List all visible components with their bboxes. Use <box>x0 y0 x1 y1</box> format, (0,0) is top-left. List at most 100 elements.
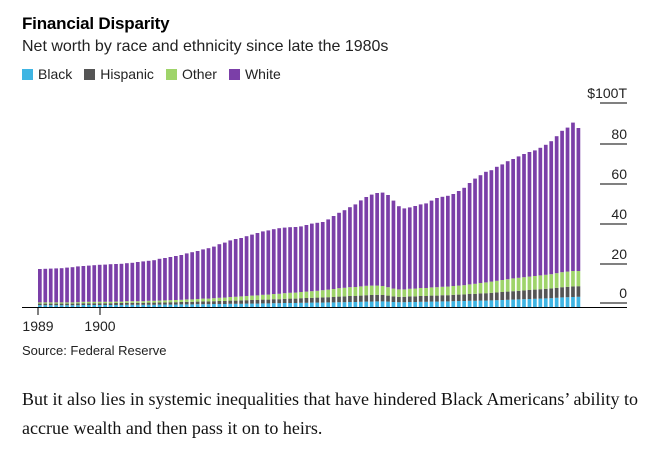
chart-title: Financial Disparity <box>22 14 170 33</box>
bar-white-69 <box>413 206 418 289</box>
bar-black-30 <box>201 304 205 307</box>
bar-other-80 <box>473 283 477 294</box>
bar-hispanic-73 <box>435 295 439 302</box>
bar-hispanic-8 <box>81 303 86 305</box>
bar-hispanic-9 <box>86 303 91 305</box>
bar-other-78 <box>462 285 467 295</box>
bar-black-15 <box>119 305 124 307</box>
bar-black-14 <box>114 305 118 307</box>
bar-white-26 <box>179 255 184 300</box>
bar-other-79 <box>467 284 472 294</box>
bar-white-85 <box>500 164 505 280</box>
bar-black-13 <box>108 305 113 307</box>
bar-other-11 <box>97 301 102 304</box>
bar-other-82 <box>484 282 488 294</box>
bar-hispanic-80 <box>473 293 477 301</box>
bar-white-37 <box>239 238 243 297</box>
bar-hispanic-16 <box>125 302 129 305</box>
bar-black-73 <box>435 301 439 307</box>
bar-white-76 <box>451 194 456 286</box>
bar-black-78 <box>462 301 467 307</box>
chart-legend: Black Hispanic Other White <box>22 66 281 82</box>
bar-white-28 <box>190 252 195 300</box>
bar-hispanic-41 <box>261 299 265 304</box>
bar-white-29 <box>195 251 200 299</box>
legend-label-other: Other <box>181 66 217 82</box>
bar-hispanic-13 <box>108 303 113 305</box>
bar-hispanic-71 <box>424 296 428 302</box>
bar-other-22 <box>157 300 162 303</box>
bar-black-6 <box>70 305 75 307</box>
bar-other-97 <box>565 271 570 287</box>
bar-white-33 <box>217 244 222 298</box>
bar-hispanic-82 <box>484 293 488 301</box>
bar-other-49 <box>304 291 309 298</box>
bar-other-59 <box>358 286 363 296</box>
bar-hispanic-19 <box>141 302 146 305</box>
legend-item-hispanic: Hispanic <box>84 66 154 82</box>
bar-other-95 <box>554 273 559 288</box>
bar-other-48 <box>299 292 303 299</box>
bar-hispanic-28 <box>190 301 195 305</box>
bar-black-29 <box>195 304 200 307</box>
bar-other-18 <box>135 301 140 303</box>
bar-hispanic-30 <box>201 301 205 305</box>
bar-hispanic-18 <box>135 302 140 305</box>
bar-white-23 <box>163 258 167 301</box>
bar-black-98 <box>571 297 575 307</box>
bar-black-90 <box>527 299 532 307</box>
bar-other-16 <box>125 301 129 303</box>
bar-white-55 <box>337 212 341 289</box>
bar-white-39 <box>250 234 254 296</box>
bar-white-57 <box>348 207 352 288</box>
bar-black-57 <box>348 302 352 307</box>
bar-hispanic-97 <box>565 286 570 298</box>
bar-black-41 <box>261 303 265 307</box>
bar-white-9 <box>86 265 91 302</box>
bar-other-73 <box>435 287 439 296</box>
bar-other-10 <box>92 301 97 304</box>
bar-other-28 <box>190 299 195 302</box>
bar-other-52 <box>320 290 325 298</box>
bar-white-16 <box>125 263 129 302</box>
bar-white-20 <box>146 260 151 301</box>
bar-hispanic-46 <box>288 298 292 303</box>
bar-white-59 <box>358 200 363 287</box>
bar-other-42 <box>266 294 271 300</box>
bar-white-42 <box>266 230 271 295</box>
bar-hispanic-88 <box>516 290 521 300</box>
bar-white-88 <box>516 156 521 278</box>
bar-white-22 <box>157 258 162 301</box>
bar-white-41 <box>261 231 265 295</box>
bar-black-16 <box>125 304 129 307</box>
bar-white-84 <box>494 166 499 281</box>
chart-source: Source: Federal Reserve <box>22 343 167 358</box>
bar-white-62 <box>375 193 379 286</box>
bar-white-86 <box>505 161 510 280</box>
bar-black-40 <box>255 303 260 307</box>
bar-other-85 <box>500 280 505 292</box>
bar-other-63 <box>380 286 385 295</box>
bar-black-3 <box>54 305 59 307</box>
bar-white-74 <box>440 196 445 287</box>
bar-hispanic-15 <box>119 303 124 305</box>
bar-hispanic-83 <box>489 292 494 301</box>
bar-hispanic-20 <box>146 302 151 305</box>
bar-white-58 <box>353 204 358 287</box>
y-tick-label-20: 20 <box>611 246 627 262</box>
bar-other-37 <box>239 296 243 301</box>
bar-white-15 <box>119 263 124 302</box>
bar-other-96 <box>560 272 564 288</box>
bar-other-65 <box>391 288 396 297</box>
bar-other-6 <box>70 302 75 304</box>
bar-black-72 <box>429 301 434 307</box>
bar-group <box>38 122 581 307</box>
bar-black-45 <box>282 303 287 307</box>
bar-hispanic-36 <box>233 300 238 304</box>
bar-black-88 <box>516 299 521 307</box>
bar-black-46 <box>288 303 292 307</box>
bar-other-99 <box>576 271 581 287</box>
bar-black-68 <box>407 302 412 307</box>
bar-white-90 <box>527 152 532 277</box>
bar-other-98 <box>571 271 575 287</box>
